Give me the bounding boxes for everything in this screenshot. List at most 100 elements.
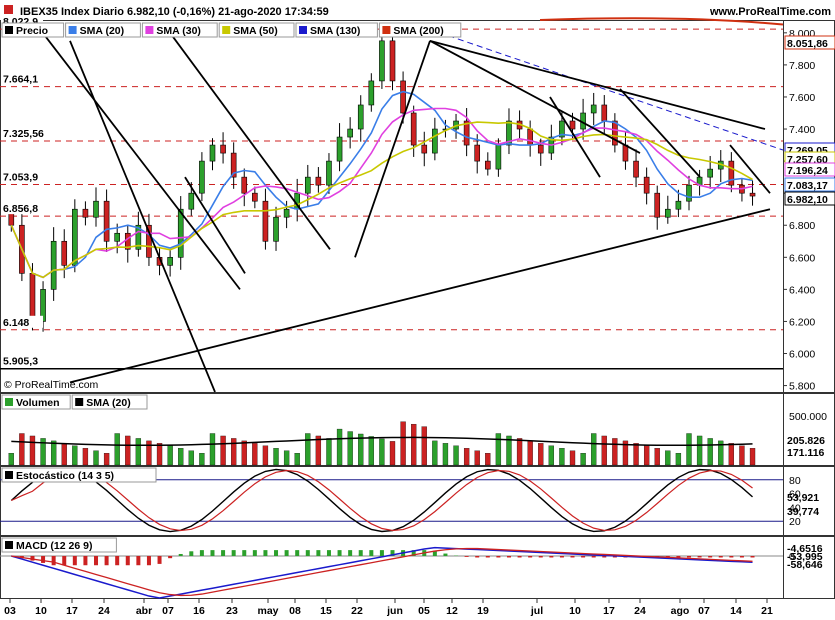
candle-body xyxy=(675,200,682,210)
volume-bar xyxy=(633,443,639,466)
candle-body xyxy=(559,120,565,138)
macd-line xyxy=(11,546,753,599)
panel-frame-macd xyxy=(0,536,784,599)
legend-swatch xyxy=(382,26,391,34)
candle-body xyxy=(707,168,713,178)
stoch-tick-label: 40 xyxy=(789,502,801,514)
legend-swatch xyxy=(75,398,84,406)
trendline xyxy=(729,144,771,194)
x-tick-label: 05 xyxy=(418,605,430,617)
volume-bar xyxy=(135,438,142,466)
macd-hist xyxy=(443,553,448,556)
level-label-bg xyxy=(1,170,43,183)
candle-body xyxy=(72,208,78,266)
value-tag-label: 8.051,86 xyxy=(787,38,828,50)
candle-body xyxy=(336,136,343,162)
price-tick-label: 5.800 xyxy=(789,381,815,393)
macd-hist xyxy=(549,556,554,558)
stoch-tick-label: 20 xyxy=(789,516,801,528)
volume-bar xyxy=(220,435,226,466)
candle-body xyxy=(633,160,639,178)
macd-hist xyxy=(581,556,586,558)
volume-bar xyxy=(749,448,756,466)
legend-box xyxy=(1,394,71,410)
grid-lines xyxy=(0,28,783,370)
x-axis: 03 10 17 24 abr 07 16 23 may 08 15 22 jun 05 12 19 jul 10… xyxy=(4,598,773,617)
macd-hist xyxy=(326,550,331,556)
legend-swatch xyxy=(5,398,13,406)
x-tick-label: 24 xyxy=(98,605,110,617)
macd-hist xyxy=(72,556,77,566)
candle-body xyxy=(601,104,608,122)
candle-body xyxy=(199,160,205,194)
macd-hist xyxy=(210,550,215,556)
volume-bar xyxy=(93,450,99,466)
macd-panel[interactable] xyxy=(0,546,783,599)
right-axis: 8.0007.8007.6007.4007.2007.0006.8006.600… xyxy=(783,28,835,571)
macd-hist xyxy=(178,553,183,556)
candle-body xyxy=(167,257,173,266)
macd-hist xyxy=(146,556,151,566)
macd-hist xyxy=(231,550,236,556)
trendline xyxy=(549,96,601,178)
value-tag xyxy=(784,177,835,192)
candle-body xyxy=(463,120,470,146)
x-tick-label: 21 xyxy=(761,605,773,617)
macd-hist xyxy=(337,550,342,556)
trendline xyxy=(69,208,771,384)
macd-value-label: -58,646 xyxy=(787,559,823,571)
macd-hist xyxy=(432,550,437,556)
level-label-bg xyxy=(1,126,43,139)
volume-bar xyxy=(453,445,459,466)
chart-title: IBEX35 Index Diario 6.982,10 (-0,16%) 21… xyxy=(20,6,329,18)
macd-hist xyxy=(62,556,67,566)
volume-bar xyxy=(347,431,353,466)
macd-hist xyxy=(284,550,289,556)
volume-bar xyxy=(538,443,544,466)
value-tag-label: 7.083,17 xyxy=(787,180,828,192)
volume-bar xyxy=(495,433,502,466)
x-tick-label: 10 xyxy=(569,605,581,617)
macd-hist xyxy=(517,556,522,558)
volume-sma xyxy=(11,436,753,447)
legend-box xyxy=(218,22,295,38)
candle-body xyxy=(527,128,533,146)
volume-bar xyxy=(252,443,258,466)
macd-hist xyxy=(485,556,490,558)
candle-body xyxy=(50,240,57,290)
volume-bar xyxy=(643,445,650,466)
x-tick-label: may xyxy=(257,605,278,617)
macd-hist xyxy=(718,556,723,558)
volume-bar xyxy=(400,421,406,466)
macd-hist xyxy=(83,556,88,566)
volume-bar xyxy=(358,433,364,466)
macd-hist xyxy=(295,550,300,556)
macd-hist xyxy=(612,556,617,558)
volume-bar xyxy=(506,435,512,466)
macd-hist xyxy=(591,556,596,558)
macd-hist xyxy=(221,550,226,556)
candle-body xyxy=(686,184,692,202)
volume-bar xyxy=(156,443,163,466)
collapse-icon[interactable] xyxy=(4,5,13,14)
sma130-line xyxy=(419,25,784,151)
x-tick-label: 12 xyxy=(446,605,458,617)
volume-panel[interactable] xyxy=(8,421,756,466)
candle-body xyxy=(347,128,353,138)
x-tick-label: jun xyxy=(386,605,403,617)
legend-swatch xyxy=(222,26,231,34)
macd-hist xyxy=(136,556,141,566)
legend-swatch xyxy=(145,26,154,34)
legend-label: MACD (12 26 9) xyxy=(16,540,92,552)
candle-body xyxy=(357,104,364,130)
volume-bar xyxy=(315,435,322,466)
price-panel[interactable] xyxy=(8,17,784,393)
volume-bar xyxy=(718,440,724,466)
macd-hist xyxy=(676,556,681,558)
sma200-line xyxy=(539,17,784,26)
trendline xyxy=(169,32,331,250)
volume-bar xyxy=(125,435,131,466)
candle-body xyxy=(421,144,428,154)
stoch-tick-label: 60 xyxy=(789,489,801,501)
trendline xyxy=(429,40,641,154)
